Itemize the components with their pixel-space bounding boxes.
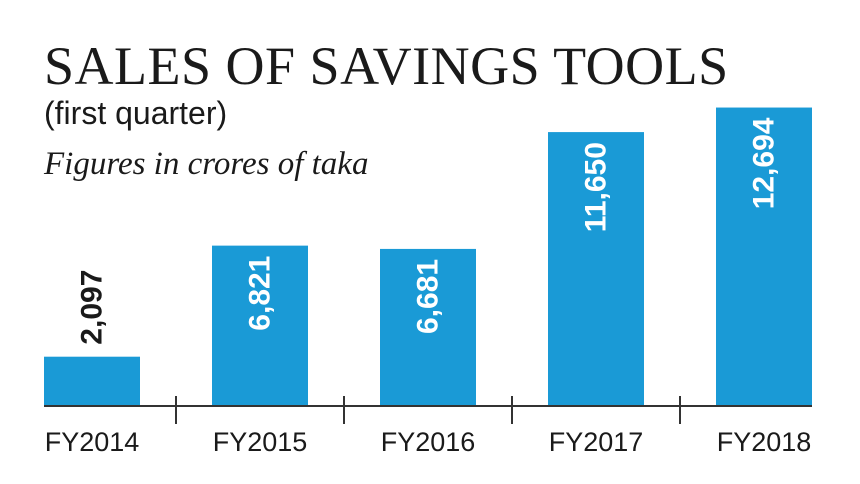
bar-fy2018: [716, 107, 812, 406]
value-label-fy2015: 6,821: [244, 256, 277, 331]
bar-fy2015: [212, 245, 308, 406]
x-axis-ticks: [175, 396, 681, 424]
value-label-fy2018: 12,694: [748, 117, 781, 209]
category-label-fy2016: FY2016: [381, 427, 476, 457]
chart-subtitle: (first quarter): [44, 95, 227, 131]
value-label-fy2016: 6,681: [412, 259, 445, 334]
bar-fy2017: [548, 132, 644, 406]
category-labels: FY2014 FY2015 FY2016 FY2017 FY2018: [45, 427, 812, 457]
category-label-fy2017: FY2017: [549, 427, 644, 457]
chart-title: SALES OF SAVINGS TOOLS: [44, 36, 729, 96]
bars-group: 2,097 6,821 6,681 11,650 12,694: [44, 107, 812, 406]
value-label-fy2017: 11,650: [580, 142, 613, 232]
value-label-fy2014: 2,097: [76, 270, 109, 345]
bar-fy2014: [44, 356, 140, 406]
category-label-fy2018: FY2018: [717, 427, 812, 457]
category-label-fy2015: FY2015: [213, 427, 308, 457]
chart-note: Figures in crores of taka: [43, 146, 368, 182]
category-label-fy2014: FY2014: [45, 427, 140, 457]
bar-fy2016: [380, 248, 476, 406]
